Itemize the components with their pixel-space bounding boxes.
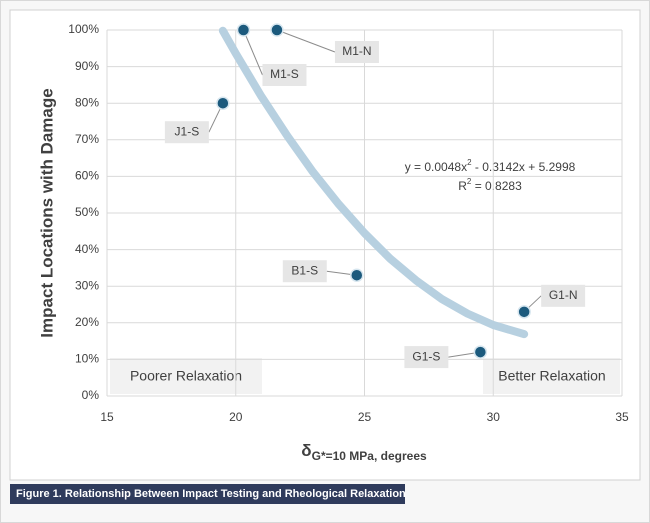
point xyxy=(216,96,230,110)
point xyxy=(270,23,284,37)
annotation: Poorer Relaxation xyxy=(130,368,242,384)
y-tick-label: 40% xyxy=(75,242,99,256)
r2-part: R xyxy=(458,179,467,193)
y-tick-label: 80% xyxy=(75,95,99,109)
r-squared: R2 = 0.8283 xyxy=(458,177,522,193)
point-label: M1-N xyxy=(342,44,371,58)
annotation-box xyxy=(110,358,262,394)
point xyxy=(350,268,364,282)
y-tick-label: 20% xyxy=(75,315,99,329)
caption-bar xyxy=(10,484,405,504)
point-label: B1-S xyxy=(291,263,318,277)
x-label-part: , degrees xyxy=(374,449,427,463)
equation-part: - 0.3142x + 5.2998 xyxy=(472,160,576,174)
x-axis-label: δG*=10 MPa, degrees xyxy=(301,441,427,463)
y-axis-label: Impact Locations with Damage xyxy=(37,88,56,337)
x-label-part: δ xyxy=(301,441,311,460)
point-label-box xyxy=(282,260,327,283)
equation-part: y = 0.0048x xyxy=(405,160,467,174)
r2-part: 2 xyxy=(467,177,472,186)
point xyxy=(473,345,488,359)
point-label-box xyxy=(541,284,586,307)
equation: y = 0.0048x2 - 0.3142x + 5.2998 xyxy=(405,158,576,174)
x-label-part: G*=10 MPa xyxy=(312,449,375,463)
point-label-box xyxy=(164,121,209,144)
leader-line xyxy=(243,29,263,76)
annotation: Better Relaxation xyxy=(498,368,605,384)
x-tick-label: 20 xyxy=(229,410,243,424)
x-tick-label: 35 xyxy=(615,410,629,424)
equation-part: 2 xyxy=(467,158,472,167)
r2-part: = 0.8283 xyxy=(471,179,522,193)
x-tick-label: 15 xyxy=(100,410,114,424)
point-label-box xyxy=(334,41,379,63)
chart-frame xyxy=(9,9,641,481)
leader-line xyxy=(276,29,336,53)
point-label: G1-N xyxy=(549,288,578,302)
y-tick-label: 70% xyxy=(75,132,99,146)
y-tick-label: 60% xyxy=(75,169,99,183)
annotation-box xyxy=(483,358,620,394)
x-tick-label: 25 xyxy=(358,410,372,424)
point-label: J1-S xyxy=(175,124,200,138)
point-label: G1-S xyxy=(412,349,440,363)
y-tick-label: 100% xyxy=(68,22,99,36)
point-label-box xyxy=(262,64,307,86)
point xyxy=(236,23,251,37)
y-tick-label: 0% xyxy=(82,388,100,402)
y-tick-label: 90% xyxy=(75,59,99,73)
y-tick-label: 30% xyxy=(75,278,99,292)
plot-area: 0% 10% 20% 30% 40% 50% 60% 70% 80% 90% 100% 15 20 25 3… xyxy=(68,22,629,424)
y-tick-label: 50% xyxy=(75,205,99,219)
point-label: M1-S xyxy=(270,67,299,81)
point xyxy=(517,305,531,319)
trendline xyxy=(218,26,529,339)
caption: Figure 1. Relationship Between Impact Te… xyxy=(16,488,406,500)
y-tick-label: 10% xyxy=(75,352,99,366)
point-label-box xyxy=(404,346,449,369)
x-tick-label: 30 xyxy=(487,410,501,424)
